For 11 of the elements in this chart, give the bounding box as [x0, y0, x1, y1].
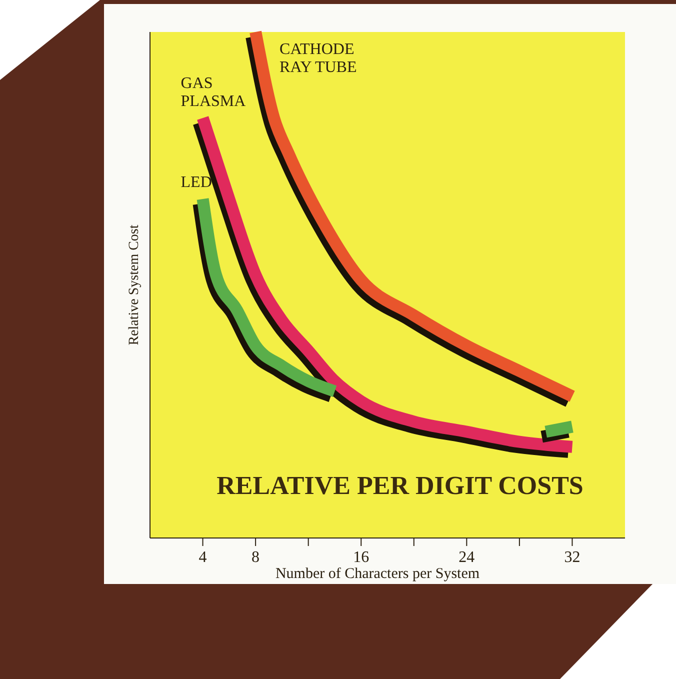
x-tick-label: 32: [564, 549, 580, 566]
x-tick-label: 16: [353, 549, 370, 566]
series-label: CATHODE RAY TUBE: [280, 41, 357, 76]
series-label: LED: [180, 174, 212, 191]
x-tick-label: 4: [198, 549, 207, 566]
series-label: GAS PLASMA: [180, 75, 246, 110]
text: RELATIVE PER DIGIT COSTS: [216, 471, 584, 500]
x-tick-label: 8: [252, 549, 260, 566]
x-tick-label: 24: [458, 549, 475, 566]
y-axis-title: Relative System Cost: [127, 224, 142, 346]
x-axis-title: Number of Characters per System: [275, 566, 480, 582]
